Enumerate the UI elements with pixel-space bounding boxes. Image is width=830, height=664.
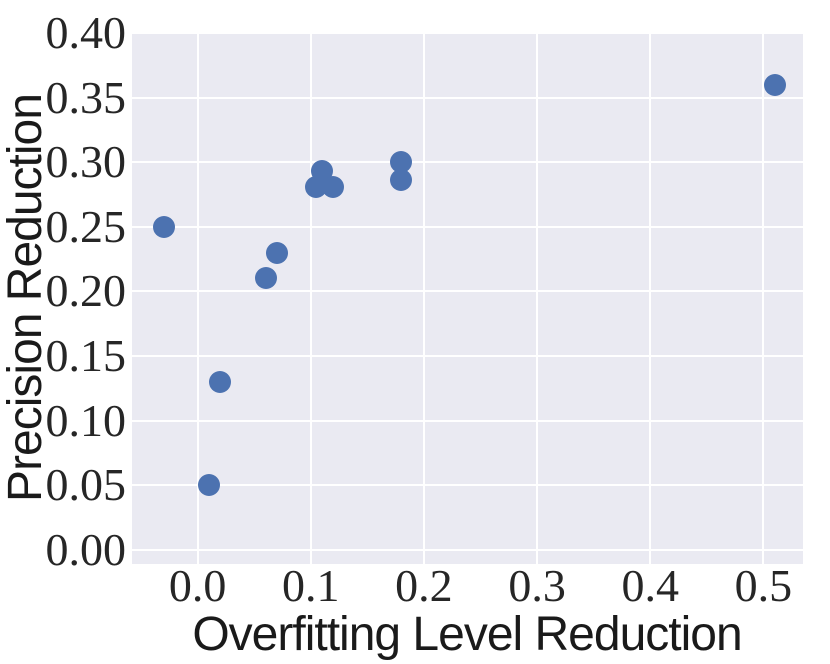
y-gridline	[132, 225, 803, 228]
x-tick-label: 0.4	[621, 560, 679, 611]
scatter-point	[390, 151, 413, 174]
x-tick-label: 0.0	[168, 560, 227, 611]
y-tick-label: 0.15	[45, 329, 127, 381]
scatter-point	[197, 474, 220, 497]
y-gridline	[132, 354, 803, 357]
plot-area	[132, 33, 803, 564]
y-tick-label: 0.25	[45, 200, 127, 252]
y-gridline	[132, 419, 803, 422]
scatter-point	[763, 73, 786, 96]
x-tick-label: 0.5	[734, 560, 793, 611]
x-gridline	[649, 33, 652, 564]
y-axis-label: Precision Reduction	[0, 94, 52, 502]
x-tick-label: 0.3	[508, 560, 566, 611]
x-gridline	[309, 33, 312, 564]
y-tick-label: 0.00	[45, 523, 127, 575]
y-gridline	[132, 33, 803, 34]
x-gridline	[536, 33, 539, 564]
y-tick-label: 0.05	[45, 459, 127, 511]
x-gridline	[196, 33, 199, 564]
scatter-point	[209, 370, 232, 393]
x-axis-label: Overfitting Level Reduction	[192, 608, 742, 661]
x-tick-label: 0.2	[395, 560, 453, 611]
y-tick-label: 0.30	[45, 136, 127, 188]
y-gridline	[132, 484, 803, 487]
x-gridline	[762, 33, 765, 564]
y-gridline	[132, 290, 803, 293]
y-tick-label: 0.40	[45, 7, 127, 58]
y-gridline	[132, 548, 803, 551]
scatter-point	[152, 215, 175, 238]
y-tick-label: 0.35	[45, 71, 127, 123]
y-tick-label: 0.10	[45, 394, 127, 446]
x-gridline	[422, 33, 425, 564]
scatter-point	[254, 267, 277, 290]
scatter-point	[322, 175, 345, 198]
scatter-point	[265, 241, 288, 264]
y-tick-label: 0.20	[45, 265, 127, 317]
y-gridline	[132, 161, 803, 164]
x-tick-label: 0.1	[282, 560, 340, 611]
y-gridline	[132, 96, 803, 99]
scatter-point	[390, 169, 413, 192]
